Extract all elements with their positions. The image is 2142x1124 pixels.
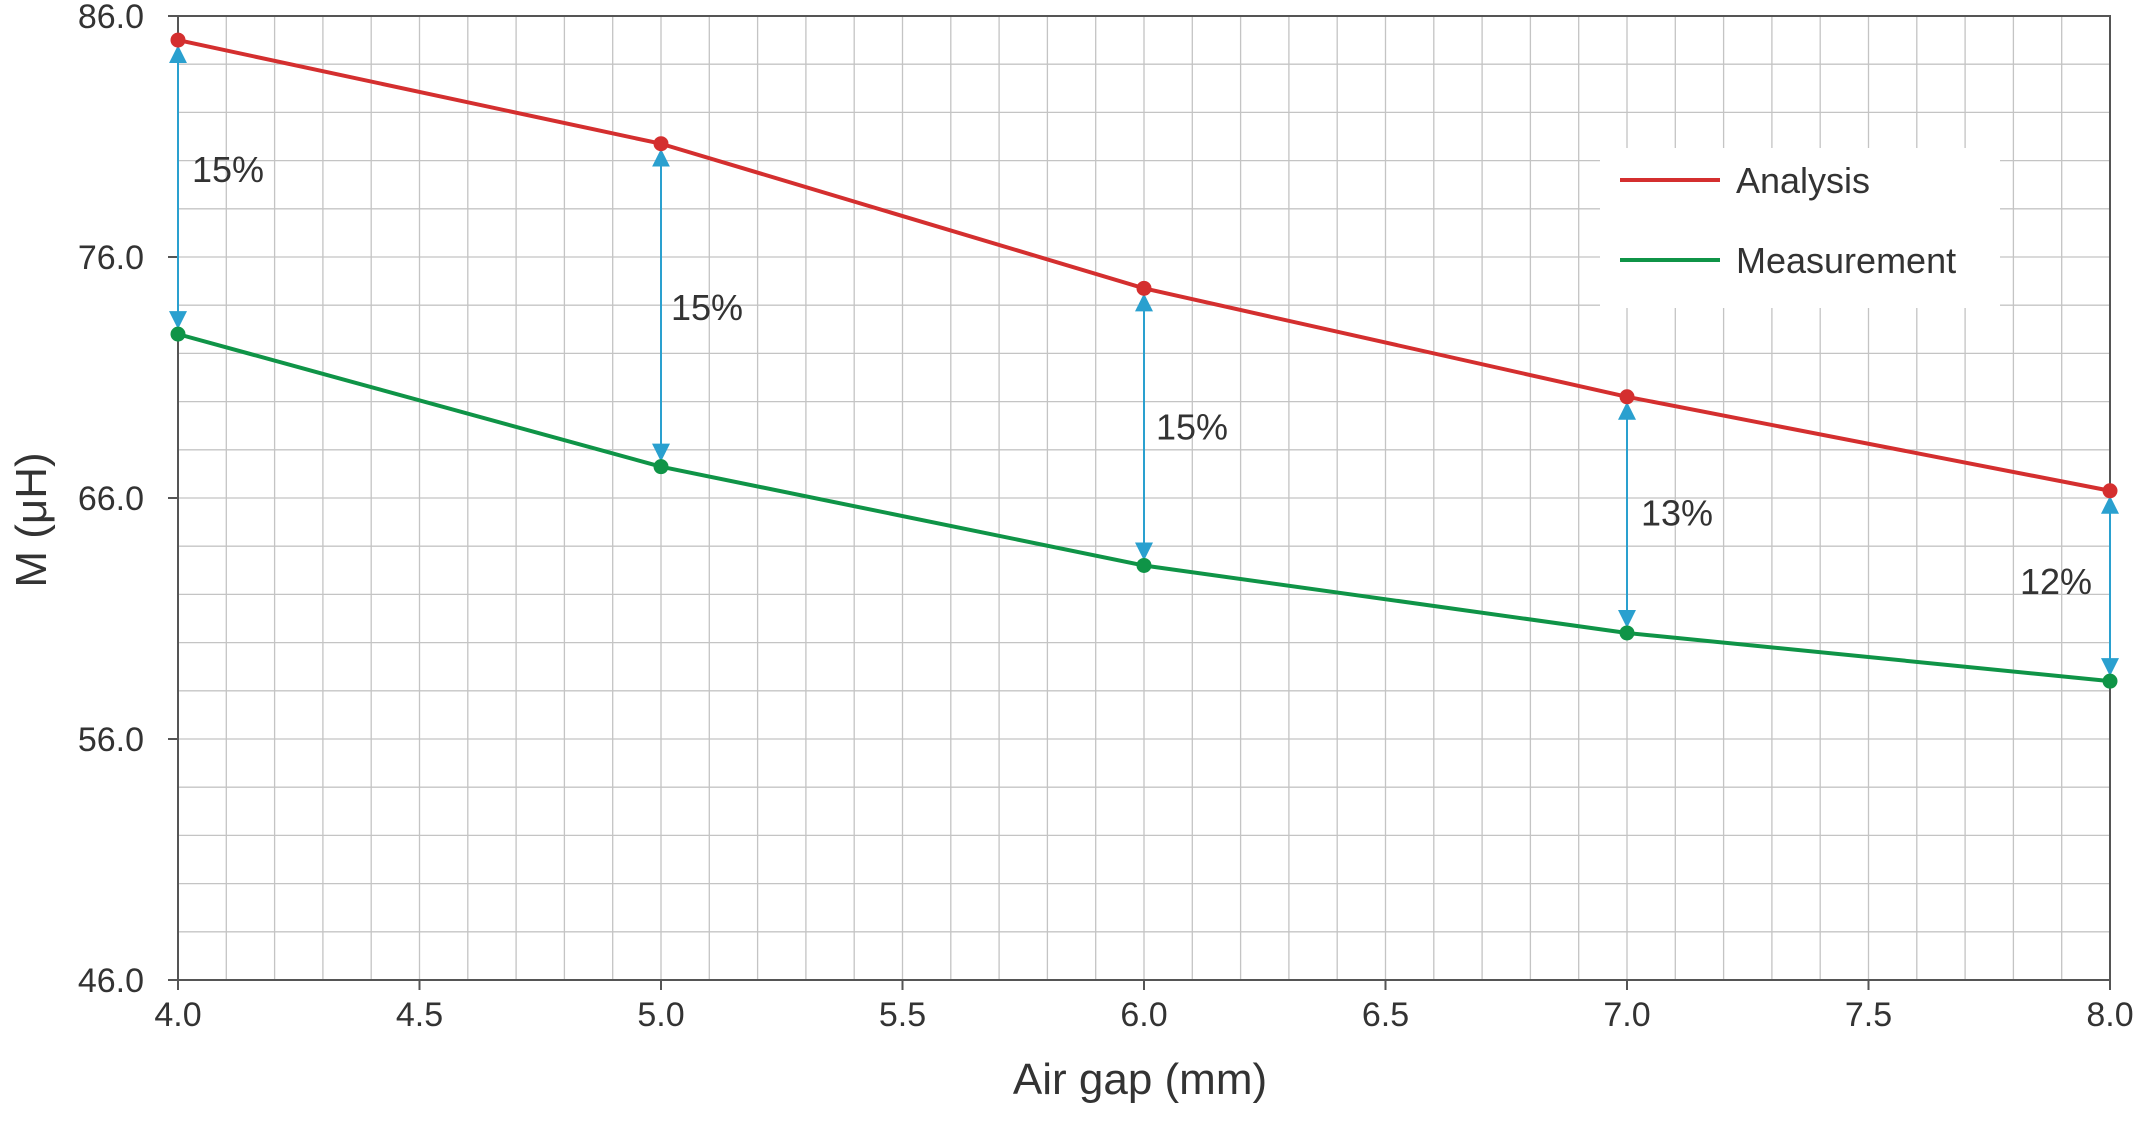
x-axis-title: Air gap (mm) bbox=[1013, 1055, 1267, 1104]
difference-label: 15% bbox=[1156, 406, 1228, 447]
data-point-analysis bbox=[170, 32, 186, 48]
difference-label: 12% bbox=[2020, 561, 2092, 602]
series bbox=[170, 32, 2118, 689]
data-point-measurement bbox=[170, 326, 186, 342]
difference-label: 13% bbox=[1641, 492, 1713, 533]
x-tick-label: 7.5 bbox=[1845, 996, 1892, 1034]
x-tick-label: 6.0 bbox=[1120, 996, 1167, 1034]
data-point-analysis bbox=[1619, 389, 1635, 405]
legend-box bbox=[1600, 148, 2000, 308]
y-tick-label: 76.0 bbox=[78, 239, 144, 277]
data-point-measurement bbox=[653, 459, 669, 475]
data-point-measurement bbox=[2102, 673, 2118, 689]
x-tick-label: 5.0 bbox=[637, 996, 684, 1034]
legend: Analysis Measurement bbox=[1600, 148, 2000, 308]
difference-label: 15% bbox=[671, 287, 743, 328]
x-tick-label: 4.5 bbox=[396, 996, 443, 1034]
data-point-analysis bbox=[653, 136, 669, 152]
legend-label: Measurement bbox=[1736, 240, 1956, 281]
y-tick-label: 66.0 bbox=[78, 480, 144, 518]
y-tick-label: 56.0 bbox=[78, 721, 144, 759]
y-tick-label: 86.0 bbox=[78, 0, 144, 36]
difference-label: 15% bbox=[192, 149, 264, 190]
data-point-analysis bbox=[2102, 483, 2118, 499]
x-tick-label: 8.0 bbox=[2086, 996, 2133, 1034]
y-axis-title: M (μH) bbox=[7, 452, 56, 587]
legend-label: Analysis bbox=[1736, 160, 1870, 201]
difference-annotations: 15% 15% 15% 13% 12% bbox=[169, 45, 2119, 677]
data-point-measurement bbox=[1136, 557, 1152, 573]
x-tick-label: 6.5 bbox=[1362, 996, 1409, 1034]
tick-labels: 4.0 4.5 5.0 5.5 6.0 6.5 7.0 7.5 8.0 46.0 56.0 66.0 7… bbox=[78, 0, 2134, 1034]
data-point-analysis bbox=[1136, 280, 1152, 296]
x-tick-label: 5.5 bbox=[879, 996, 926, 1034]
y-tick-label: 46.0 bbox=[78, 962, 144, 1000]
x-tick-label: 7.0 bbox=[1603, 996, 1650, 1034]
x-tick-label: 4.0 bbox=[154, 996, 201, 1034]
data-point-measurement bbox=[1619, 625, 1635, 641]
